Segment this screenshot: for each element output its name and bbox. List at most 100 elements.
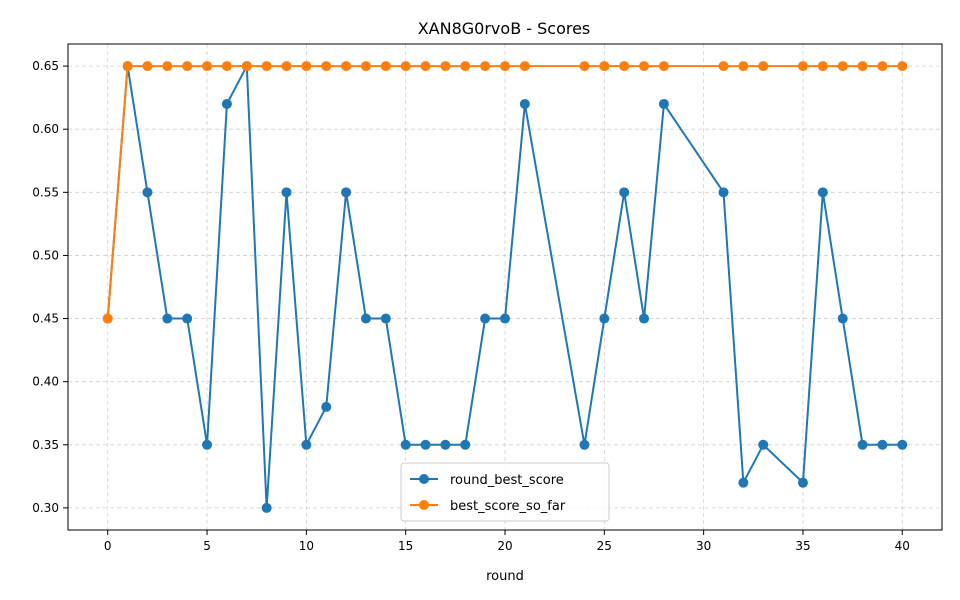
data-point <box>718 61 729 72</box>
data-point <box>460 61 471 72</box>
data-point <box>400 439 411 450</box>
chart-title: XAN8G0rvoB - Scores <box>418 19 591 38</box>
data-point <box>758 439 769 450</box>
data-point <box>658 98 669 109</box>
data-point <box>301 439 312 450</box>
data-point <box>897 61 908 72</box>
data-point <box>341 187 352 198</box>
x-tick-label: 35 <box>795 539 810 553</box>
data-point <box>480 61 491 72</box>
data-point <box>579 439 590 450</box>
y-tick-label: 0.30 <box>32 501 59 515</box>
data-point <box>500 61 510 72</box>
data-point <box>182 61 193 72</box>
data-point <box>321 61 332 72</box>
data-point <box>261 61 272 72</box>
y-axis-ticks: 0.30 0.35 0.40 0.45 0.50 0.55 0.60 0.65 <box>32 59 68 515</box>
data-point <box>420 61 431 72</box>
data-point <box>837 61 848 72</box>
data-point <box>221 61 232 72</box>
data-point <box>380 313 391 324</box>
data-point <box>162 313 173 324</box>
data-point <box>261 502 272 513</box>
data-point <box>341 61 352 72</box>
legend-marker-round-best-score <box>419 474 429 484</box>
data-point <box>221 98 232 109</box>
data-point <box>817 187 828 198</box>
data-point <box>658 61 669 72</box>
data-point <box>281 187 292 198</box>
data-point <box>837 313 848 324</box>
data-point <box>400 61 411 72</box>
data-point <box>639 61 650 72</box>
y-tick-label: 0.60 <box>32 122 59 136</box>
y-tick-label: 0.45 <box>32 312 59 326</box>
x-tick-label: 10 <box>299 539 314 553</box>
x-tick-label: 15 <box>398 539 413 553</box>
data-point <box>360 61 371 72</box>
data-point <box>718 187 729 198</box>
data-point <box>162 61 173 72</box>
data-point <box>142 61 153 72</box>
grid <box>68 44 942 530</box>
series-best-score-so-far <box>102 61 908 324</box>
series-line <box>106 65 903 509</box>
x-tick-label: 20 <box>497 539 512 553</box>
series-group <box>102 61 908 513</box>
data-point <box>599 61 610 72</box>
data-point <box>738 61 749 72</box>
x-axis-ticks: 0 5 10 15 20 25 30 35 40 <box>104 530 910 553</box>
y-tick-label: 0.65 <box>32 59 59 73</box>
data-point <box>738 477 749 488</box>
data-point <box>480 313 491 324</box>
data-point <box>758 61 769 72</box>
data-point <box>142 187 153 198</box>
data-point <box>897 439 908 450</box>
data-point <box>241 61 252 72</box>
data-point <box>380 61 391 72</box>
legend-box <box>400 462 610 522</box>
data-point <box>579 61 590 72</box>
data-point <box>519 61 530 72</box>
data-point <box>619 61 630 72</box>
data-point <box>122 61 133 72</box>
x-tick-label: 40 <box>895 539 910 553</box>
data-point <box>599 313 610 324</box>
data-point <box>102 313 113 324</box>
data-point <box>877 439 888 450</box>
data-point <box>639 313 650 324</box>
x-tick-label: 0 <box>104 539 112 553</box>
data-point <box>797 61 808 72</box>
x-tick-label: 30 <box>696 539 711 553</box>
data-point <box>281 61 292 72</box>
data-point <box>440 61 451 72</box>
plot-frame <box>67 43 943 531</box>
y-tick-label: 0.40 <box>32 375 59 389</box>
data-point <box>420 439 431 450</box>
data-point <box>202 61 213 72</box>
legend: round_best_score best_score_so_far <box>400 462 610 522</box>
y-tick-label: 0.55 <box>32 185 59 199</box>
data-point <box>460 439 471 450</box>
data-point <box>360 313 371 324</box>
legend-label-best-score-so-far: best_score_so_far <box>450 499 566 514</box>
data-point <box>321 401 332 412</box>
legend-label-round-best-score: round_best_score <box>450 473 564 488</box>
data-point <box>857 61 868 72</box>
data-point <box>182 313 193 324</box>
x-tick-label: 5 <box>203 539 211 553</box>
data-point <box>877 61 888 72</box>
data-point <box>619 187 630 198</box>
data-point <box>301 61 312 72</box>
y-tick-label: 0.35 <box>32 438 59 452</box>
y-tick-label: 0.50 <box>32 248 59 262</box>
data-point <box>500 313 510 324</box>
x-tick-label: 25 <box>597 539 612 553</box>
data-point <box>202 439 213 450</box>
x-axis-label: round <box>486 569 524 584</box>
legend-marker-best-score-so-far <box>419 500 429 510</box>
data-point <box>817 61 828 72</box>
data-point <box>519 98 530 109</box>
